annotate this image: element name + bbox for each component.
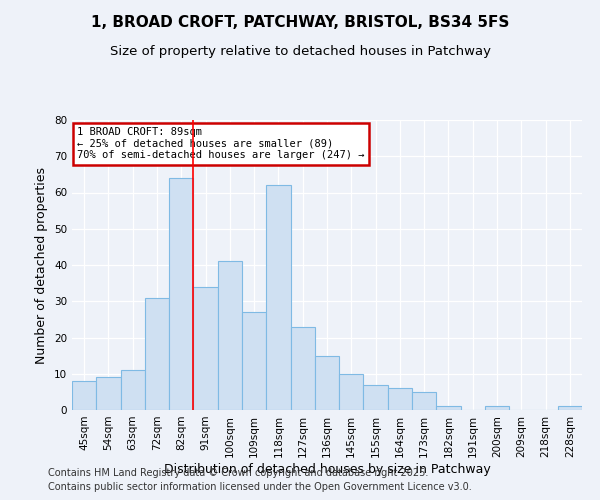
Bar bbox=[96, 378, 121, 410]
Bar bbox=[364, 384, 388, 410]
Bar bbox=[266, 185, 290, 410]
Y-axis label: Number of detached properties: Number of detached properties bbox=[35, 166, 49, 364]
X-axis label: Distribution of detached houses by size in Patchway: Distribution of detached houses by size … bbox=[164, 462, 490, 475]
Bar bbox=[72, 381, 96, 410]
Bar bbox=[315, 356, 339, 410]
Text: Size of property relative to detached houses in Patchway: Size of property relative to detached ho… bbox=[110, 45, 491, 58]
Bar bbox=[436, 406, 461, 410]
Bar bbox=[121, 370, 145, 410]
Bar bbox=[485, 406, 509, 410]
Bar bbox=[193, 287, 218, 410]
Text: 1, BROAD CROFT, PATCHWAY, BRISTOL, BS34 5FS: 1, BROAD CROFT, PATCHWAY, BRISTOL, BS34 … bbox=[91, 15, 509, 30]
Text: Contains public sector information licensed under the Open Government Licence v3: Contains public sector information licen… bbox=[48, 482, 472, 492]
Bar bbox=[242, 312, 266, 410]
Bar bbox=[558, 406, 582, 410]
Bar bbox=[388, 388, 412, 410]
Bar bbox=[412, 392, 436, 410]
Bar bbox=[339, 374, 364, 410]
Text: 1 BROAD CROFT: 89sqm
← 25% of detached houses are smaller (89)
70% of semi-detac: 1 BROAD CROFT: 89sqm ← 25% of detached h… bbox=[77, 127, 365, 160]
Bar bbox=[218, 262, 242, 410]
Bar bbox=[169, 178, 193, 410]
Text: Contains HM Land Registry data © Crown copyright and database right 2025.: Contains HM Land Registry data © Crown c… bbox=[48, 468, 428, 477]
Bar bbox=[290, 326, 315, 410]
Bar bbox=[145, 298, 169, 410]
